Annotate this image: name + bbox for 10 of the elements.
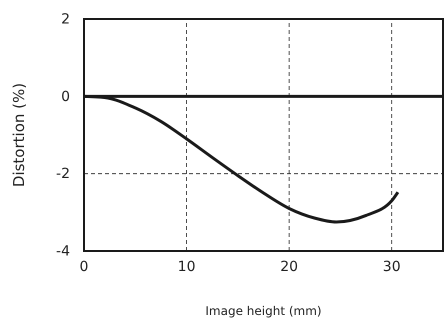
x-tick-label: 30 (382, 258, 401, 275)
x-axis-title: Image height (mm) (205, 304, 322, 318)
y-tick-label: -2 (56, 166, 70, 182)
y-tick-label: 2 (61, 11, 70, 28)
y-axis-title: Distortion (%) (10, 82, 28, 188)
x-tick-label: 0 (80, 258, 88, 275)
x-tick-label: 10 (178, 258, 196, 275)
y-tick-label: 0 (61, 88, 70, 105)
x-tick-label: 20 (280, 258, 298, 275)
y-tick-label: -4 (56, 243, 70, 260)
